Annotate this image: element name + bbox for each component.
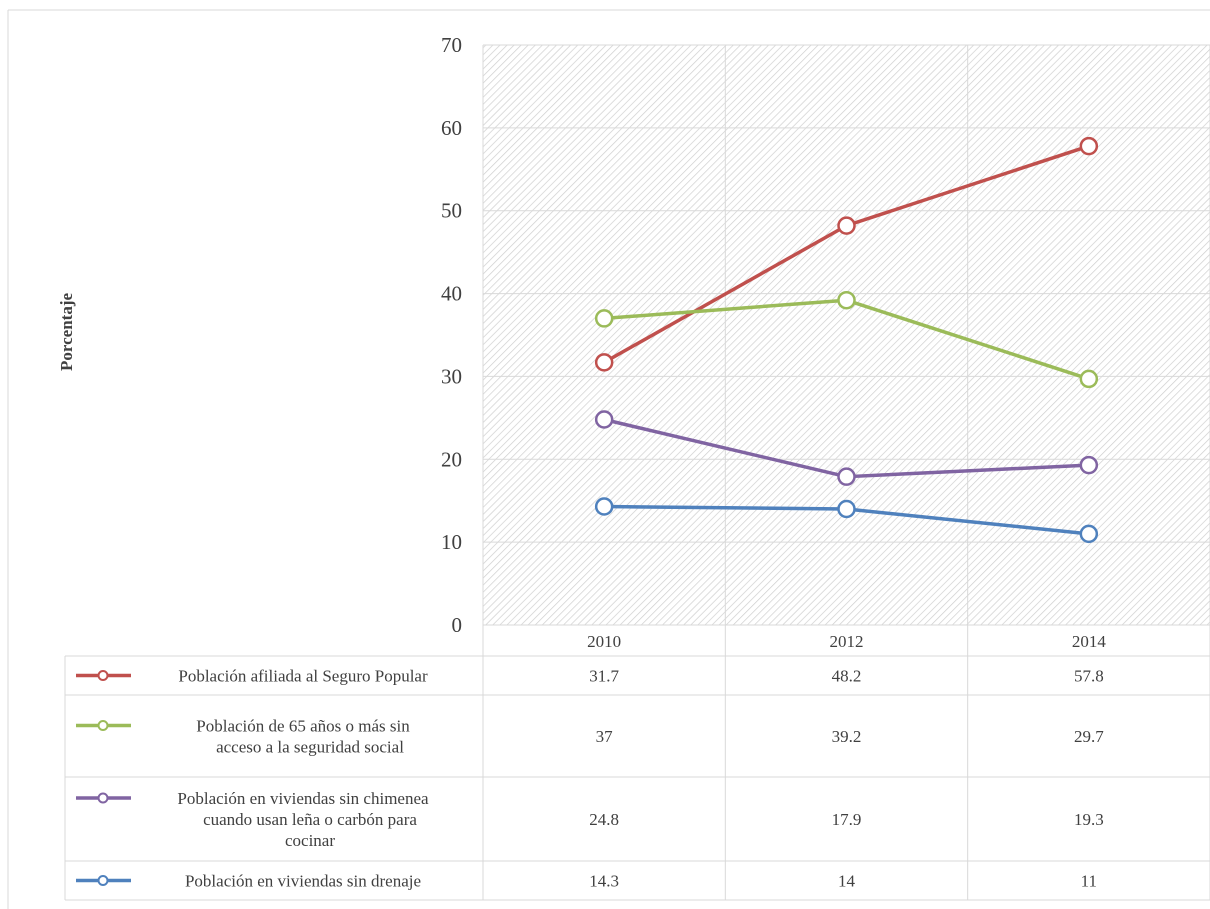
legend-label: Población afiliada al Seguro Popular [178, 667, 428, 686]
y-axis-ticks: 0 10 20 30 40 50 60 70 [441, 33, 462, 637]
table-cell-value: 48.2 [832, 667, 862, 686]
y-tick-label: 10 [441, 530, 462, 554]
table-cell-value: 17.9 [832, 810, 862, 829]
data-point-marker [594, 309, 614, 328]
legend-marker-icon [97, 670, 109, 681]
table-cell-value: 11 [1081, 872, 1097, 891]
legend-label: Población en viviendas sin drenaje [185, 872, 421, 891]
data-point-marker [1079, 136, 1099, 156]
y-tick-label: 30 [441, 364, 462, 388]
data-point-marker [837, 499, 856, 519]
y-tick-label: 60 [441, 116, 462, 140]
data-table: Población afiliada al Seguro Popular 31.7… [64, 624, 1210, 901]
legend-label: Población de 65 años o más sin acceso a l… [196, 717, 410, 757]
y-tick-label: 0 [452, 613, 463, 637]
table-cell-value: 29.7 [1074, 727, 1104, 746]
x-axis-ticks: 2010 2012 2014 [587, 632, 1106, 651]
x-tick-label: 2014 [1072, 632, 1107, 651]
data-point-marker [837, 216, 856, 235]
data-point-marker [837, 290, 856, 310]
table-cell-value: 19.3 [1074, 810, 1104, 829]
y-axis-label: Porcentaje [57, 293, 76, 371]
table-cell-value: 14.3 [589, 872, 619, 891]
table-cell-value: 39.2 [832, 727, 862, 746]
data-point-marker [837, 467, 856, 486]
y-tick-label: 20 [441, 447, 462, 471]
y-tick-label: 70 [441, 33, 462, 57]
x-tick-label: 2010 [587, 632, 621, 651]
y-tick-label: 40 [441, 282, 462, 306]
table-cell-value: 31.7 [589, 667, 619, 686]
table-cell-value: 37 [596, 727, 614, 746]
x-tick-label: 2012 [830, 632, 864, 651]
data-point-marker [1079, 524, 1099, 544]
plot-area [483, 45, 1210, 625]
y-tick-label: 50 [441, 199, 462, 223]
data-point-marker [1079, 455, 1099, 475]
data-point-marker [594, 497, 614, 516]
series-lines [594, 136, 1099, 544]
table-cell-value: 14 [838, 872, 856, 891]
data-point-marker [1079, 369, 1099, 389]
legend-marker-icon [97, 792, 109, 804]
legend-marker-icon [97, 875, 109, 886]
data-point-marker [594, 410, 614, 429]
legend-label: Población en viviendas sin chimenea cuand… [177, 789, 429, 850]
table-cell-value: 24.8 [589, 810, 619, 829]
table-cell-value: 57.8 [1074, 667, 1104, 686]
data-point-marker [594, 353, 614, 372]
legend-marker-icon [97, 720, 109, 731]
